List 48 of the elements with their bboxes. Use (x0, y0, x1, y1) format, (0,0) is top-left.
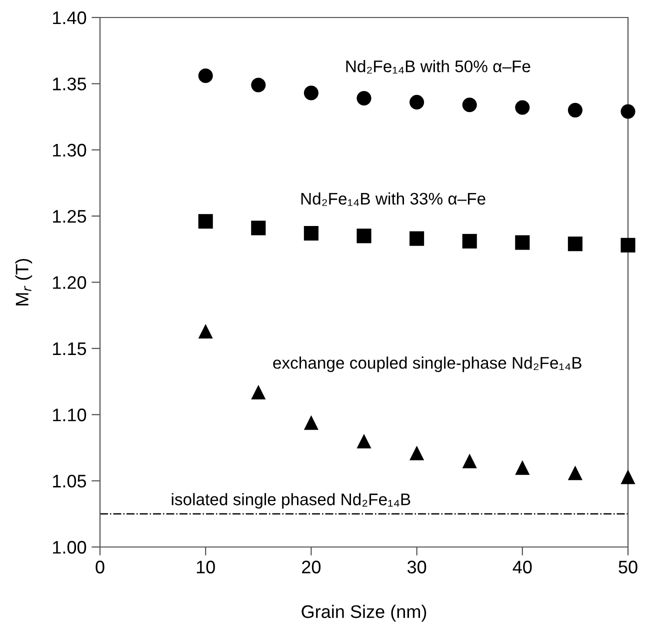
point (620, 104, 636, 119)
x-tick-label: 10 (196, 560, 215, 574)
y-tick-label: 1.20 (53, 276, 86, 289)
point (620, 238, 636, 252)
y-tick-label: 1.05 (53, 474, 86, 488)
point (198, 214, 213, 229)
point (462, 98, 477, 112)
point (462, 234, 477, 248)
point (568, 466, 582, 480)
x-tick-label: 40 (512, 560, 532, 574)
ref-line-label: isolated single phased Nd₂Fe₁₄B (172, 493, 410, 509)
y-tick-label: 1.25 (53, 210, 86, 223)
point (410, 94, 424, 110)
point (620, 470, 636, 484)
series-label: Nd₂Fe₁₄B with 33% α–Fe (301, 192, 486, 206)
point (462, 454, 477, 468)
point (356, 90, 372, 106)
point (251, 384, 266, 400)
point (410, 231, 424, 246)
y-tick-label: 1.35 (53, 78, 86, 90)
x-axis-title: Grain Size (nm) (302, 604, 426, 622)
point (515, 235, 530, 250)
y-tick-label: 1.40 (53, 11, 86, 24)
point (304, 86, 318, 100)
series-label: Nd₂Fe₁₄B with 50% α–Fe (346, 60, 530, 74)
point (356, 434, 372, 448)
x-tick-label: 50 (618, 560, 638, 574)
y-tick-label: 1.10 (53, 408, 86, 422)
point (568, 236, 582, 252)
point (515, 100, 530, 115)
y-tick-label: 1.00 (53, 540, 86, 554)
point (304, 415, 318, 430)
x-tick-label: 0 (96, 560, 104, 574)
series-label: exchange coupled single-phase Nd₂Fe₁₄B (273, 356, 582, 372)
point (198, 68, 213, 84)
point (304, 226, 318, 241)
y-axis-title: M$_{r}$ (T) (15, 258, 32, 306)
point (356, 228, 372, 244)
point (515, 460, 530, 475)
x-tick-label: 20 (302, 560, 321, 574)
point (251, 78, 266, 92)
point (568, 102, 582, 118)
point (251, 220, 266, 236)
point (198, 324, 213, 339)
x-tick-label: 30 (407, 560, 426, 574)
point (410, 446, 424, 460)
y-tick-label: 1.30 (53, 144, 86, 157)
y-tick-label: 1.15 (53, 342, 86, 356)
